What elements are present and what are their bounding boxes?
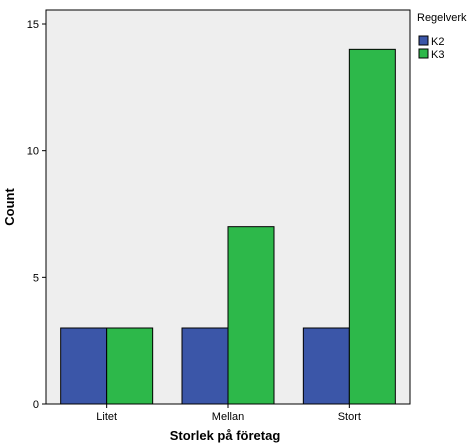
legend-swatch-k3 xyxy=(418,48,429,59)
legend-label-k2: K2 xyxy=(431,36,444,48)
x-axis-title: Storlek på företag xyxy=(170,428,281,443)
bar-k3-mellan xyxy=(227,226,275,405)
legend-label-k3: K3 xyxy=(431,49,444,61)
bar-k3-litet xyxy=(106,327,154,405)
y-axis-title: Count xyxy=(2,188,17,226)
x-tick-label: Litet xyxy=(96,411,117,423)
axis-layer: Litet Mellan Stort 0 5 10 15 xyxy=(27,19,361,423)
y-tick-label: 15 xyxy=(27,19,39,31)
y-tick-label: 0 xyxy=(33,399,39,411)
x-tick-label: Stort xyxy=(338,411,361,423)
legend-title: Regelverk xyxy=(417,12,467,24)
bar-k2-litet xyxy=(60,327,108,405)
bar-k2-stort xyxy=(302,327,350,405)
bar-k2-mellan xyxy=(181,327,229,405)
bar-k3-stort xyxy=(348,48,396,405)
y-tick-label: 10 xyxy=(27,146,39,158)
bars-layer xyxy=(60,48,396,405)
y-tick-label: 5 xyxy=(33,272,39,284)
legend-swatch-k2 xyxy=(418,35,429,46)
x-tick-label: Mellan xyxy=(212,411,244,423)
